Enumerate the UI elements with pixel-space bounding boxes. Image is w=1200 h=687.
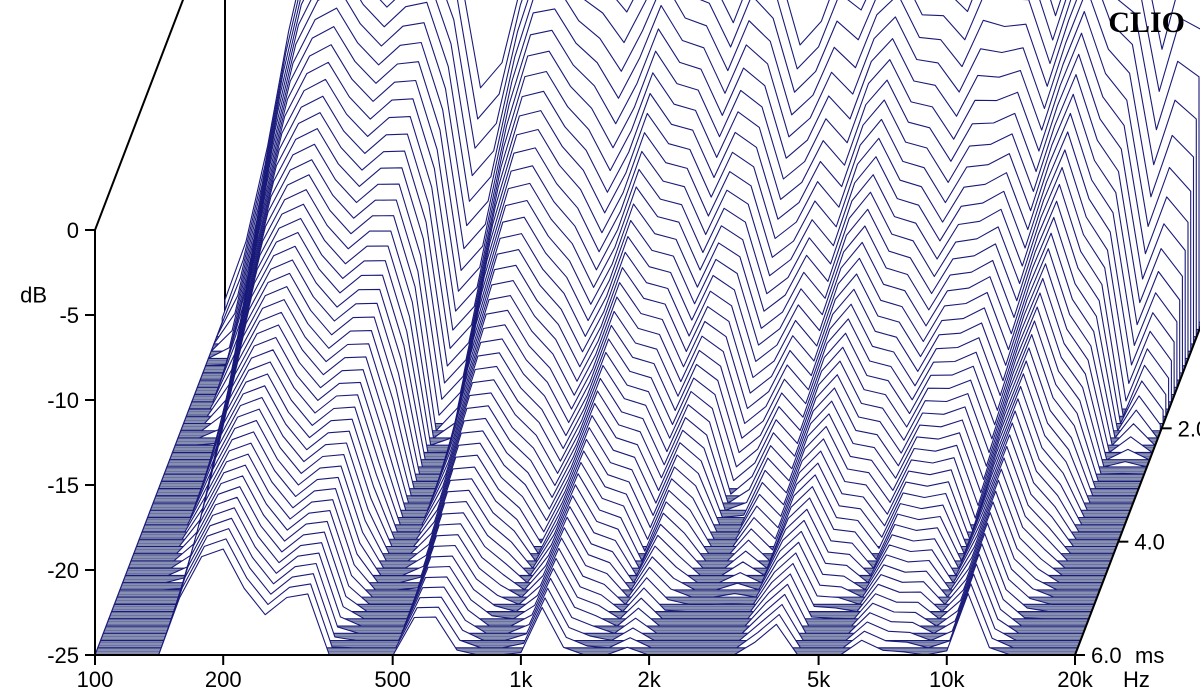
time-tick-label: 4.0 xyxy=(1134,530,1165,555)
time-axis-label: ms xyxy=(1135,643,1164,668)
x-tick-label: 5k xyxy=(807,667,831,687)
x-tick-label: 10k xyxy=(929,667,965,687)
z-tick-label: 0 xyxy=(67,218,79,243)
time-tick-label: 2.0 xyxy=(1178,416,1200,441)
x-tick-label: 200 xyxy=(205,667,242,687)
x-tick-label: 20k xyxy=(1057,667,1093,687)
x-tick-label: 100 xyxy=(77,667,114,687)
z-tick-label: -15 xyxy=(47,473,79,498)
x-tick-label: 1k xyxy=(509,667,533,687)
z-tick-label: -10 xyxy=(47,388,79,413)
time-tick-label: 6.0 xyxy=(1091,643,1122,668)
z-tick-label: -20 xyxy=(47,558,79,583)
z-tick-label: -5 xyxy=(59,303,79,328)
waterfall-slices xyxy=(95,0,1200,655)
x-axis-label: Hz xyxy=(1123,667,1150,687)
z-axis-label: dB xyxy=(20,283,47,308)
waterfall-chart: 0-5-10-15-20-25dB0.02.04.06.0ms100200500… xyxy=(0,0,1200,687)
x-tick-label: 500 xyxy=(374,667,411,687)
brand-label: CLIO xyxy=(1108,6,1185,39)
x-tick-label: 2k xyxy=(637,667,661,687)
z-tick-label: -25 xyxy=(47,643,79,668)
